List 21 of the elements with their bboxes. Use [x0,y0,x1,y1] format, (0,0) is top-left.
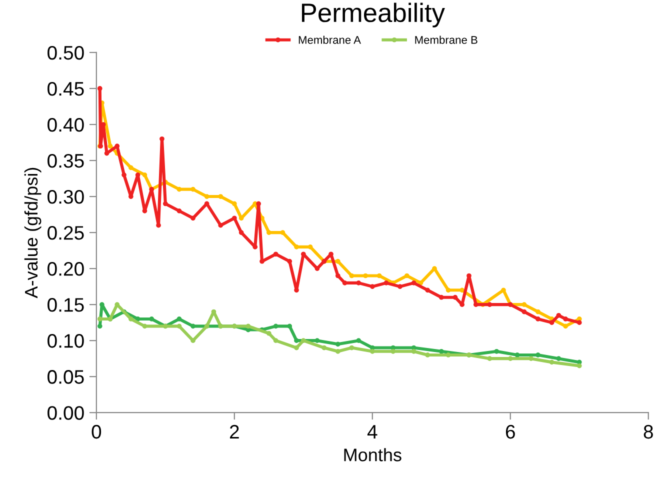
y-tick-label: 0.50 [48,46,84,60]
y-tick-label: 0.30 [48,190,84,204]
y-axis-title: A-value (gfd/psi) [24,168,42,298]
y-tick-label: 0.05 [48,370,84,384]
y-tick-label: 0.25 [48,226,84,240]
chart-title: Permeability [302,2,445,28]
x-tick-label: 8 [644,424,653,439]
x-tick-label: 4 [367,425,378,438]
y-tick-label: 0.45 [48,82,84,96]
x-axis-title: Months [344,448,402,462]
y-tick-label: 0.00 [48,406,84,420]
x-tick-label: 0 [92,424,102,439]
x-tick-label: 6 [506,424,515,439]
y-tick-label: 0.15 [48,298,84,312]
x-tick-label: 2 [230,424,239,438]
legend-label: Membrane B [415,36,478,44]
y-tick-label: 0.10 [48,334,84,348]
legend-label: Membrane A [298,36,361,44]
y-tick-label: 0.40 [48,118,84,132]
y-tick-label: 0.35 [48,154,84,168]
y-tick-label: 0.20 [48,262,84,276]
